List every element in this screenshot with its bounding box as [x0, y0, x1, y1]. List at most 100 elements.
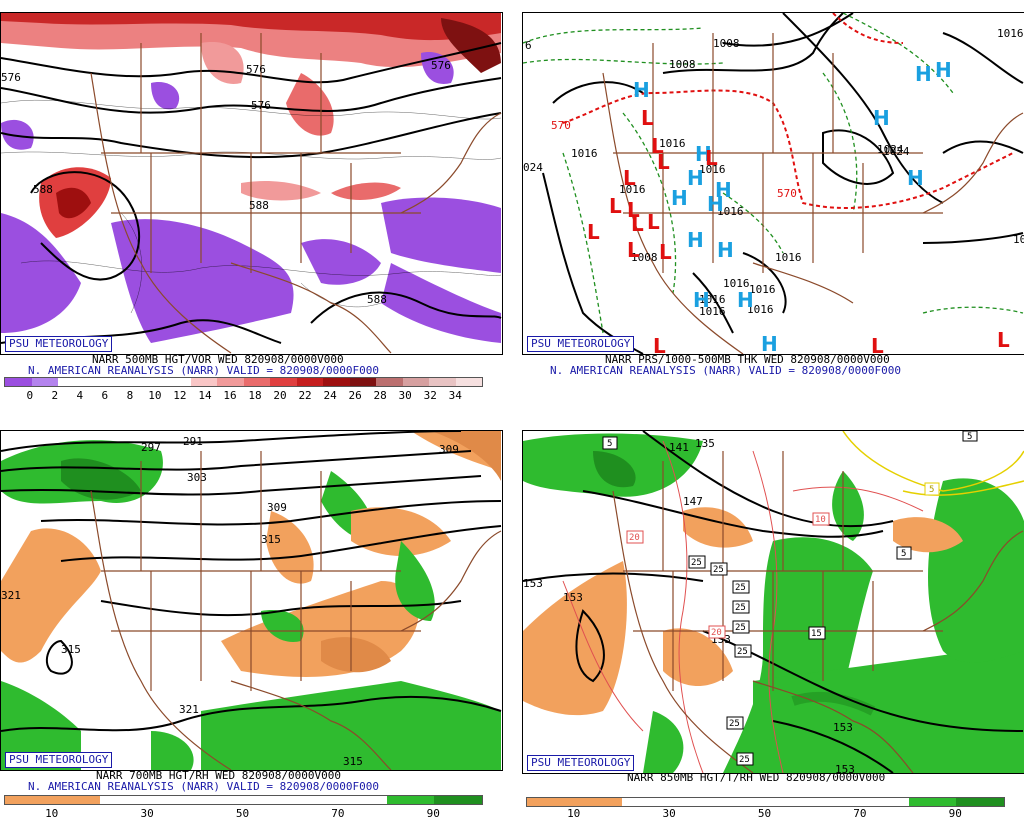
caption-line1: NARR 500MB HGT/VOR WED 820908/0000V000	[92, 353, 344, 366]
low-center: L	[609, 194, 622, 218]
high-center: H	[907, 166, 924, 190]
contour-label: 576	[246, 63, 266, 76]
contour-label: 1008	[631, 251, 658, 264]
contour-label: 1008	[669, 58, 696, 71]
contour-label: 1016	[699, 305, 726, 318]
contour-label: 291	[183, 435, 203, 448]
map-500mb-svg: 576 576 576 576 588 588 588	[1, 13, 502, 354]
rh-shading	[1, 431, 501, 770]
colorbar-swatch	[243, 796, 292, 804]
geography	[90, 33, 502, 354]
low-center: L	[871, 334, 884, 354]
contour-label: 147	[683, 495, 703, 508]
isobar-labels: 1008 1008 570 1016 1016 1016 1016 1016 1…	[523, 27, 1024, 318]
contour-label: 153	[835, 763, 855, 773]
high-center: H	[715, 178, 732, 202]
colorbar-swatch	[349, 378, 376, 386]
contour-label: 315	[343, 755, 363, 768]
temp-box: 25	[732, 600, 750, 614]
svg-text:10: 10	[815, 515, 826, 525]
colorbar	[526, 797, 1005, 807]
contour-label: 1016	[749, 283, 776, 296]
colorbar-tick-label: 8	[126, 389, 134, 402]
colorbar-swatch	[527, 798, 575, 806]
psu-badge: PSU METEOROLOGY	[5, 336, 113, 352]
low-center: L	[657, 150, 670, 174]
colorbar-tick-label: 34	[448, 389, 462, 402]
height-labels: 576 576 576 576 588 588 588	[1, 59, 451, 306]
colorbar-swatch	[31, 378, 58, 386]
high-center: H	[687, 228, 704, 252]
low-centers: L L L L L L L L L L L L L L L	[587, 106, 1010, 354]
panel-500mb-vorticity: 576 576 576 576 588 588 588 PSU METEOROL…	[0, 0, 512, 409]
colorbar-swatch	[296, 378, 323, 386]
colorbar-tick-label: 26	[348, 389, 362, 402]
temp-box: 25	[710, 562, 728, 576]
colorbar-swatch	[908, 798, 957, 806]
colorbar-swatch	[813, 798, 861, 806]
temp-box: 25	[688, 555, 706, 569]
colorbar-swatch	[429, 378, 456, 386]
colorbar-swatch	[217, 378, 244, 386]
contour-label: 309	[267, 501, 287, 514]
high-center: H	[687, 166, 704, 190]
colorbar-swatch	[434, 796, 483, 804]
contour-label: 1008	[713, 37, 740, 50]
panel-850mb-temp-rh: 141 135 147 153 153 153 153 153 5 10 20 …	[512, 410, 1024, 820]
high-center: H	[717, 238, 734, 262]
low-center: L	[653, 334, 666, 354]
colorbar-swatch	[860, 798, 909, 806]
colorbar-swatch	[291, 796, 339, 804]
map-700mb-svg: 297 291 303 309 315 321 315 321 315 309	[1, 431, 502, 770]
temp-box: 5	[896, 546, 912, 560]
contour-label: 10	[1013, 233, 1024, 246]
svg-text:5: 5	[929, 485, 934, 495]
high-center: H	[693, 288, 710, 312]
contour-label: 315	[61, 643, 81, 656]
colorbar-tick-label: 10	[45, 807, 59, 820]
colorbar-swatch	[338, 796, 387, 804]
colorbar-tick-label: 2	[51, 389, 59, 402]
vorticity-shading	[1, 13, 501, 343]
temp-box: 10	[812, 512, 830, 526]
colorbar-swatch	[58, 378, 85, 386]
psu-badge: PSU METEOROLOGY	[5, 752, 113, 768]
contour-label: 576	[1, 71, 21, 84]
contour-label: 303	[187, 471, 207, 484]
colorbar-swatch	[455, 378, 482, 386]
colorbar-tick-label: 22	[298, 389, 312, 402]
svg-text:25: 25	[739, 755, 750, 765]
low-center: L	[631, 212, 644, 236]
svg-text:25: 25	[729, 719, 740, 729]
map-850mb: 141 135 147 153 153 153 153 153 5 10 20 …	[522, 430, 1024, 774]
temp-box: 25	[734, 644, 752, 658]
contour-label: 588	[249, 199, 269, 212]
contour-label: 1016	[619, 183, 646, 196]
high-center: H	[761, 332, 778, 354]
contour-label: 1016	[717, 205, 744, 218]
colorbar-ticks: 0 2 4 6 8 10 12 14 16 18 20 22 24 26 28 30 32 34	[4, 389, 481, 402]
svg-text:15: 15	[811, 629, 822, 639]
colorbar-tick-label: 16	[223, 389, 237, 402]
colorbar-swatch	[84, 378, 111, 386]
colorbar-tick-label: 12	[173, 389, 187, 402]
colorbar	[4, 795, 483, 805]
map-850mb-svg: 141 135 147 153 153 153 153 153 5 10 20 …	[523, 431, 1024, 773]
geography	[602, 33, 1024, 354]
contour-label: 153	[833, 721, 853, 734]
contour-label: 1024	[883, 145, 910, 158]
svg-text:25: 25	[735, 583, 746, 593]
contour-label: 6	[525, 39, 532, 52]
colorbar-swatch	[386, 796, 435, 804]
colorbar-swatch	[376, 378, 403, 386]
low-center: L	[647, 210, 660, 234]
caption-line2: N. AMERICAN REANALYSIS (NARR) VALID = 82…	[28, 364, 379, 377]
contour-label: 588	[367, 293, 387, 306]
high-center: H	[915, 62, 932, 86]
psu-badge: PSU METEOROLOGY	[527, 336, 635, 352]
low-center: L	[627, 238, 640, 262]
contour-label: 024	[523, 161, 543, 174]
temp-box: 25	[726, 716, 744, 730]
contour-label: 588	[33, 183, 53, 196]
map-700mb: 297 291 303 309 315 321 315 321 315 309 …	[0, 430, 503, 771]
